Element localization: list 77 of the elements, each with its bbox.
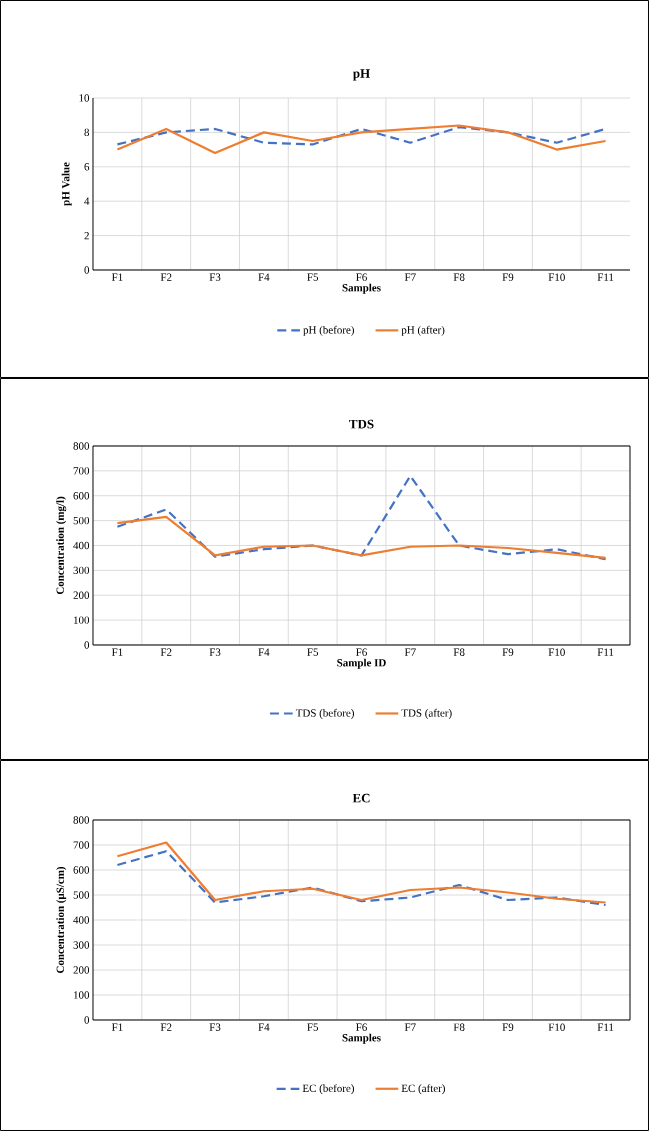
x-tick-label: F6: [356, 273, 367, 281]
y-tick-label: 8: [84, 128, 90, 137]
legend-label: EC (before): [302, 1084, 354, 1095]
x-tick-label: F4: [258, 648, 270, 656]
line-series: [116, 474, 607, 561]
x-axis-title: Samples: [342, 283, 381, 294]
x-tick-label: F9: [502, 648, 514, 656]
y-tick-label: 300: [73, 941, 90, 949]
x-tick-label: F10: [548, 273, 565, 281]
line-series: [116, 515, 607, 560]
x-tick-label: F2: [160, 1023, 172, 1031]
x-tick-label: F5: [307, 273, 319, 281]
y-tick-label: 400: [73, 916, 90, 924]
y-axis-title: pH Value: [61, 162, 72, 206]
x-tick-label: F5: [307, 648, 319, 656]
y-tick-label: 2: [84, 231, 89, 240]
y-tick-label: 700: [73, 467, 90, 475]
x-tick-label: F9: [502, 273, 514, 281]
y-tick-label: 300: [73, 566, 90, 575]
y-tick-label: 10: [79, 94, 90, 102]
x-tick-label: F3: [209, 273, 221, 281]
y-tick-label: 400: [73, 541, 90, 550]
y-tick-label: 500: [73, 516, 90, 525]
x-tick-label: F8: [453, 1023, 465, 1031]
x-tick-label: F2: [160, 273, 172, 281]
x-tick-label: F7: [404, 273, 416, 281]
y-tick-label: 4: [84, 197, 90, 205]
x-tick-label: F1: [111, 1023, 123, 1031]
x-tick-label: F5: [307, 1023, 319, 1031]
line-series: [116, 841, 607, 904]
x-tick-label: F3: [209, 648, 221, 656]
y-tick-label: 0: [84, 641, 90, 649]
x-tick-label: F1: [111, 273, 123, 281]
x-axis-title: Samples: [342, 1033, 381, 1044]
x-tick-label: F8: [453, 273, 465, 281]
y-tick-label: 600: [73, 866, 90, 874]
legend-label: TDS (after): [401, 708, 452, 719]
x-tick-label: F6: [356, 1023, 367, 1031]
x-tick-label: F8: [453, 648, 465, 656]
x-tick-label: F7: [404, 648, 416, 656]
legend-label: pH (after): [401, 325, 445, 336]
legend-label: pH (before): [303, 325, 354, 336]
x-tick-label: F1: [111, 648, 123, 656]
y-tick-label: 0: [84, 1016, 90, 1024]
line-series: [116, 850, 607, 907]
y-axis-title: Concentration (µS/cm): [56, 866, 67, 973]
y-tick-label: 6: [84, 163, 90, 171]
x-tick-label: F11: [597, 273, 614, 281]
x-tick-label: F11: [597, 648, 614, 656]
x-tick-label: F4: [258, 273, 270, 281]
x-tick-label: F10: [548, 1023, 565, 1031]
x-tick-label: F9: [502, 1023, 514, 1031]
x-tick-label: F6: [356, 648, 367, 656]
y-tick-label: 100: [74, 991, 90, 999]
legend-label: TDS (before): [295, 708, 354, 719]
x-tick-label: F4: [258, 1023, 270, 1031]
y-tick-label: 600: [73, 492, 90, 500]
x-tick-label: F11: [597, 1023, 614, 1031]
y-tick-label: 100: [74, 616, 90, 624]
x-axis-title: Sample ID: [337, 658, 386, 669]
y-tick-label: 200: [73, 591, 90, 599]
y-tick-label: 800: [73, 816, 90, 824]
x-tick-label: F3: [209, 1023, 221, 1031]
y-tick-label: 500: [73, 891, 90, 899]
legend-label: EC (after): [401, 1084, 445, 1095]
x-tick-label: F2: [160, 648, 172, 656]
x-tick-label: F10: [548, 648, 565, 656]
line-series: [116, 124, 607, 155]
y-tick-label: 700: [73, 841, 90, 849]
x-tick-label: F7: [404, 1023, 416, 1031]
y-tick-label: 800: [73, 442, 90, 450]
y-tick-label: 0: [84, 266, 90, 274]
chart-title: pH: [353, 69, 370, 81]
y-axis-title: Concentration (mg/l): [56, 496, 67, 595]
y-tick-label: 200: [73, 966, 90, 974]
chart-title: TDS: [349, 419, 374, 429]
chart-title: EC: [352, 793, 370, 803]
